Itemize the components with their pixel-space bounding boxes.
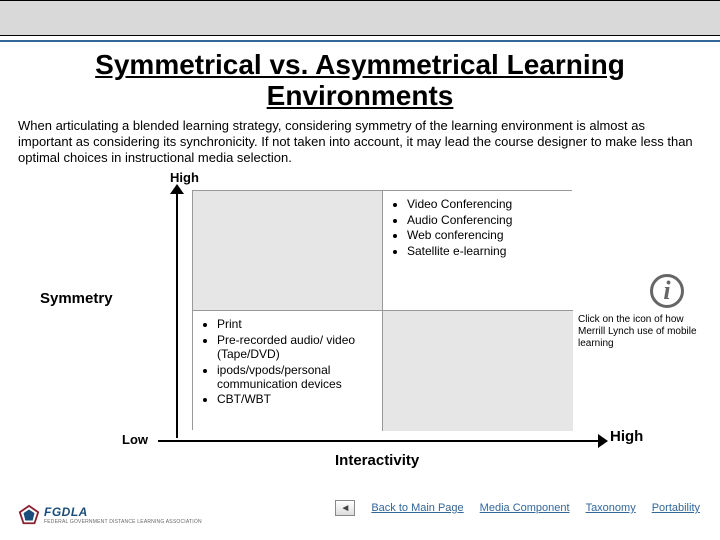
nav-bar: ◄ Back to Main Page Media Component Taxo…: [335, 500, 700, 516]
logo-subtext: FEDERAL GOVERNMENT DISTANCE LEARNING ASS…: [44, 519, 202, 525]
bottom-left-list: Print Pre-recorded audio/ video (Tape/DV…: [217, 317, 374, 406]
list-item: Pre-recorded audio/ video (Tape/DVD): [217, 333, 374, 362]
list-item: Audio Conferencing: [407, 213, 565, 227]
prev-button[interactable]: ◄: [335, 500, 355, 516]
y-axis-arrow-icon: [170, 184, 184, 194]
chart-area: High Symmetry Low High Interactivity Vid…: [0, 170, 720, 480]
y-axis-label: Symmetry: [40, 290, 113, 307]
quadrant-grid: Video Conferencing Audio Conferencing We…: [192, 190, 572, 430]
logo: FGDLA FEDERAL GOVERNMENT DISTANCE LEARNI…: [18, 504, 202, 526]
x-high-label: High: [610, 428, 643, 445]
list-item: ipods/vpods/personal communication devic…: [217, 363, 374, 392]
nav-portability-link[interactable]: Portability: [652, 502, 700, 514]
quadrant-top-left: [193, 191, 383, 311]
x-axis-label: Interactivity: [335, 452, 419, 469]
quadrant-top-right: Video Conferencing Audio Conferencing We…: [383, 191, 573, 311]
divider-line: [0, 40, 720, 42]
quadrant-bottom-right: [383, 311, 573, 431]
pentagon-icon: [18, 504, 40, 526]
y-axis-line: [176, 190, 178, 438]
list-item: CBT/WBT: [217, 392, 374, 406]
list-item: Satellite e-learning: [407, 244, 565, 258]
x-axis-arrow-icon: [598, 434, 608, 448]
list-item: Print: [217, 317, 374, 331]
top-right-list: Video Conferencing Audio Conferencing We…: [407, 197, 565, 258]
list-item: Video Conferencing: [407, 197, 565, 211]
low-label: Low: [122, 432, 148, 447]
nav-taxonomy-link[interactable]: Taxonomy: [586, 502, 636, 514]
intro-text: When articulating a blended learning str…: [18, 118, 702, 167]
list-item: Web conferencing: [407, 228, 565, 242]
page-title: Symmetrical vs. Asymmetrical Learning En…: [0, 50, 720, 112]
top-bar: [0, 0, 720, 36]
info-caption: Click on the icon of how Merrill Lynch u…: [578, 314, 708, 350]
quadrant-bottom-left: Print Pre-recorded audio/ video (Tape/DV…: [193, 311, 383, 431]
nav-media-link[interactable]: Media Component: [480, 502, 570, 514]
nav-back-link[interactable]: Back to Main Page: [371, 502, 463, 514]
info-icon[interactable]: i: [650, 274, 684, 308]
x-axis-line: [158, 440, 600, 442]
logo-text: FGDLA: [44, 505, 202, 519]
y-high-label: High: [170, 170, 199, 185]
